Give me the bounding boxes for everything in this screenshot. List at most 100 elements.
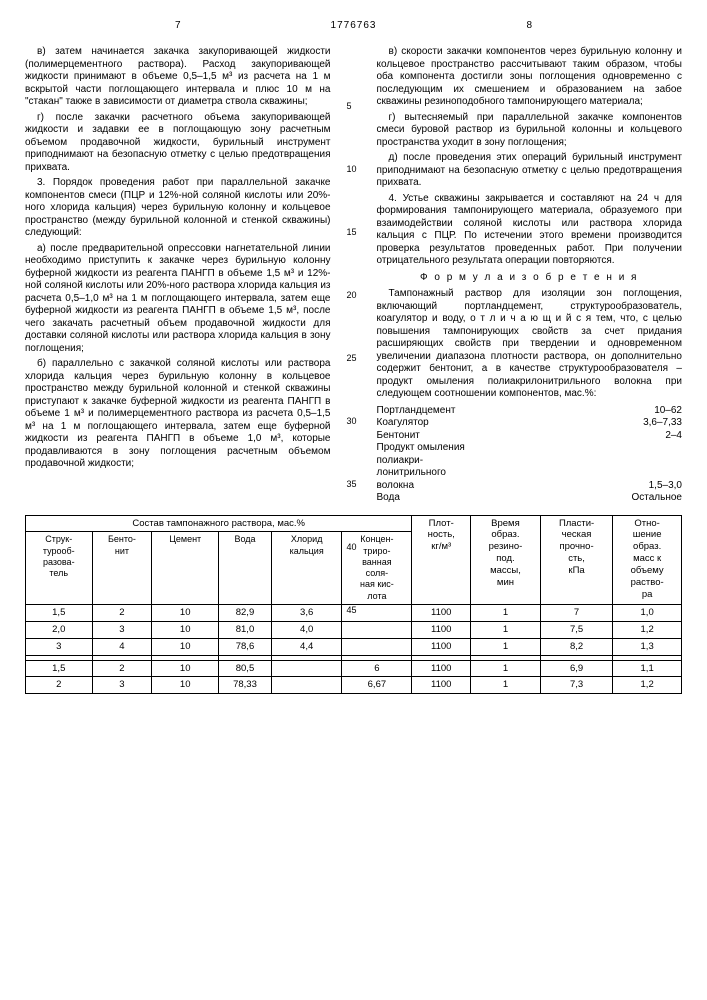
comp-row: Бентонит2–4 <box>377 430 683 443</box>
table-cell: 7,5 <box>540 621 612 638</box>
table-cell: 1,2 <box>613 677 682 694</box>
table-cell: 1,2 <box>613 621 682 638</box>
right-column: в) скорости закачки компонентов через бу… <box>377 46 683 505</box>
col-density: Плот- ность, кг/м³ <box>412 515 471 604</box>
col-time: Время образ. резино- под. массы, мин <box>471 515 541 604</box>
line-num: 30 <box>347 416 357 427</box>
page-num-right: 8 <box>526 20 532 33</box>
table-cell: 2 <box>92 604 152 621</box>
table-cell: 2 <box>92 660 152 677</box>
table-cell: 10 <box>152 660 219 677</box>
line-num: 40 <box>347 542 357 553</box>
para: в) затем начинается закачка закупоривающ… <box>25 46 331 109</box>
table-cell: 80,5 <box>219 660 272 677</box>
text-columns: в) затем начинается закачка закупоривающ… <box>25 46 682 505</box>
col-chloride: Хлорид кальция <box>271 532 342 605</box>
para: 4. Устье скважины закрывается и составля… <box>377 193 683 268</box>
page-header: 7 1776763 8 <box>25 20 682 38</box>
table-cell: 8,2 <box>540 638 612 655</box>
para: г) после закачки расчетного объема закуп… <box>25 112 331 175</box>
line-num: 10 <box>347 164 357 175</box>
page-num-left: 7 <box>175 20 181 33</box>
comp-row: Портландцемент10–62 <box>377 405 683 418</box>
table-row: 1,521080,5 6110016,91,1 <box>26 660 682 677</box>
table-cell: 1 <box>471 638 541 655</box>
table-cell: 10 <box>152 677 219 694</box>
table-cell: 1,3 <box>613 638 682 655</box>
para: Тампонажный раствор для изоляции зон пог… <box>377 288 683 401</box>
table-cell: 2 <box>26 677 93 694</box>
table-cell: 6,67 <box>342 677 412 694</box>
table-cell: 10 <box>152 638 219 655</box>
table-cell: 1,0 <box>613 604 682 621</box>
line-num: 35 <box>347 479 357 490</box>
line-number-gutter: 5 10 15 20 25 30 35 40 45 <box>345 46 363 505</box>
comp-row: полиакри- <box>377 455 683 468</box>
table-cell: 81,0 <box>219 621 272 638</box>
table-cell: 6,9 <box>540 660 612 677</box>
table-row: 231078,33 6,67110017,31,2 <box>26 677 682 694</box>
col-cement: Цемент <box>152 532 219 605</box>
table-body: 1,521082,93,61100171,02,031081,04,011001… <box>26 604 682 693</box>
table-cell <box>271 677 342 694</box>
comp-row: Коагулятор3,6–7,33 <box>377 417 683 430</box>
table-cell: 1 <box>471 677 541 694</box>
line-num: 25 <box>347 353 357 364</box>
group-header: Состав тампонажного раствора, мас.% <box>26 515 412 532</box>
table-cell: 2,0 <box>26 621 93 638</box>
table-cell: 1,5 <box>26 660 93 677</box>
table-cell: 10 <box>152 621 219 638</box>
col-ratio: Отно- шение образ. масс к объему раство-… <box>613 515 682 604</box>
table-cell: 78,33 <box>219 677 272 694</box>
table-cell: 78,6 <box>219 638 272 655</box>
table-cell: 1 <box>471 604 541 621</box>
line-num: 5 <box>347 101 352 112</box>
table-cell: 3 <box>26 638 93 655</box>
table-cell: 1100 <box>412 638 471 655</box>
para: г) вытесняемый при параллельной закачке … <box>377 112 683 150</box>
table-cell: 7,3 <box>540 677 612 694</box>
table-cell: 82,9 <box>219 604 272 621</box>
table-cell <box>342 621 412 638</box>
line-num: 45 <box>347 605 357 616</box>
table-cell: 1 <box>471 660 541 677</box>
table-cell: 7 <box>540 604 612 621</box>
para: а) после предварительной опрессовки нагн… <box>25 243 331 356</box>
table-cell: 1,5 <box>26 604 93 621</box>
line-num: 15 <box>347 227 357 238</box>
para: 3. Порядок проведения работ при параллел… <box>25 177 331 240</box>
table-cell: 4,4 <box>271 638 342 655</box>
col-bentonite: Бенто- нит <box>92 532 152 605</box>
table-cell <box>342 638 412 655</box>
table-cell: 1100 <box>412 660 471 677</box>
table-cell: 3 <box>92 621 152 638</box>
table-cell: 3,6 <box>271 604 342 621</box>
left-column: в) затем начинается закачка закупоривающ… <box>25 46 331 505</box>
col-structurer: Струк- турооб- разова- тель <box>26 532 93 605</box>
table-cell: 1,1 <box>613 660 682 677</box>
formula-title: Ф о р м у л а и з о б р е т е н и я <box>377 272 683 285</box>
table-cell: 4,0 <box>271 621 342 638</box>
table-cell: 1100 <box>412 604 471 621</box>
para: д) после проведения этих операций буриль… <box>377 152 683 190</box>
col-water: Вода <box>219 532 272 605</box>
table-cell: 6 <box>342 660 412 677</box>
comp-row: лонитрильного <box>377 467 683 480</box>
table-cell: 10 <box>152 604 219 621</box>
doc-number: 1776763 <box>331 20 377 33</box>
table-cell <box>271 660 342 677</box>
table-cell: 1100 <box>412 621 471 638</box>
table-row: 2,031081,04,0 110017,51,2 <box>26 621 682 638</box>
table-cell: 1100 <box>412 677 471 694</box>
composition-list: Портландцемент10–62 Коагулятор3,6–7,33 Б… <box>377 405 683 505</box>
table-cell: 4 <box>92 638 152 655</box>
table-cell: 3 <box>92 677 152 694</box>
para: в) скорости закачки компонентов через бу… <box>377 46 683 109</box>
comp-row: Продукт омыления <box>377 442 683 455</box>
line-num: 20 <box>347 290 357 301</box>
comp-row: ВодаОстальное <box>377 492 683 505</box>
table-row: 341078,64,4 110018,21,3 <box>26 638 682 655</box>
comp-row: волокна1,5–3,0 <box>377 480 683 493</box>
table-cell: 1 <box>471 621 541 638</box>
col-strength: Пласти- ческая прочно- сть, кПа <box>540 515 612 604</box>
